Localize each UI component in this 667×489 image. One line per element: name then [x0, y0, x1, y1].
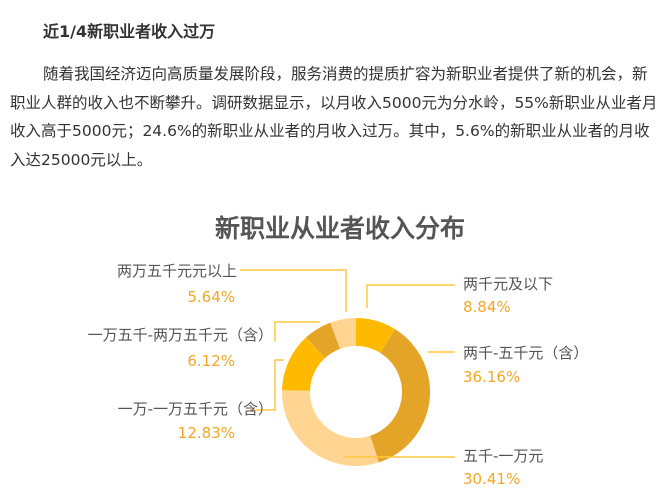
label-cat-3: 一万-一万五千元（含）: [118, 400, 273, 418]
label-cat-4: 一万五千-两万五千元（含）: [88, 326, 273, 344]
donut-slice-2: [282, 390, 379, 466]
label-pct-2: 30.41%: [463, 470, 520, 488]
label-pct-1: 36.16%: [463, 368, 520, 386]
label-cat-0: 两千元及以下: [463, 275, 553, 293]
leader-lines: [240, 269, 455, 458]
body-paragraph: 随着我国经济迈向高质量发展阶段，服务消费的提质扩容为新职业者提供了新的机会，新职…: [10, 65, 658, 169]
donut-slice-1: [370, 329, 431, 463]
donut-slice-4: [306, 322, 341, 358]
label-cat-5: 两万五千元元以上: [117, 262, 237, 280]
label-cat-1: 两千-五千元（含）: [463, 344, 588, 362]
label-pct-0: 8.84%: [463, 298, 511, 316]
donut-slice-3: [282, 337, 326, 391]
label-pct-3: 12.83%: [178, 424, 235, 442]
donut-slice-5: [330, 318, 356, 349]
label-cat-2: 五千-一万元: [463, 447, 543, 465]
label-pct-5: 5.64%: [187, 288, 235, 306]
donut-slice-0: [356, 318, 396, 353]
section-heading: 近1/4新职业者收入过万: [43, 22, 216, 41]
chart-title: 新职业从业者收入分布: [215, 214, 465, 243]
label-pct-4: 6.12%: [187, 352, 235, 370]
